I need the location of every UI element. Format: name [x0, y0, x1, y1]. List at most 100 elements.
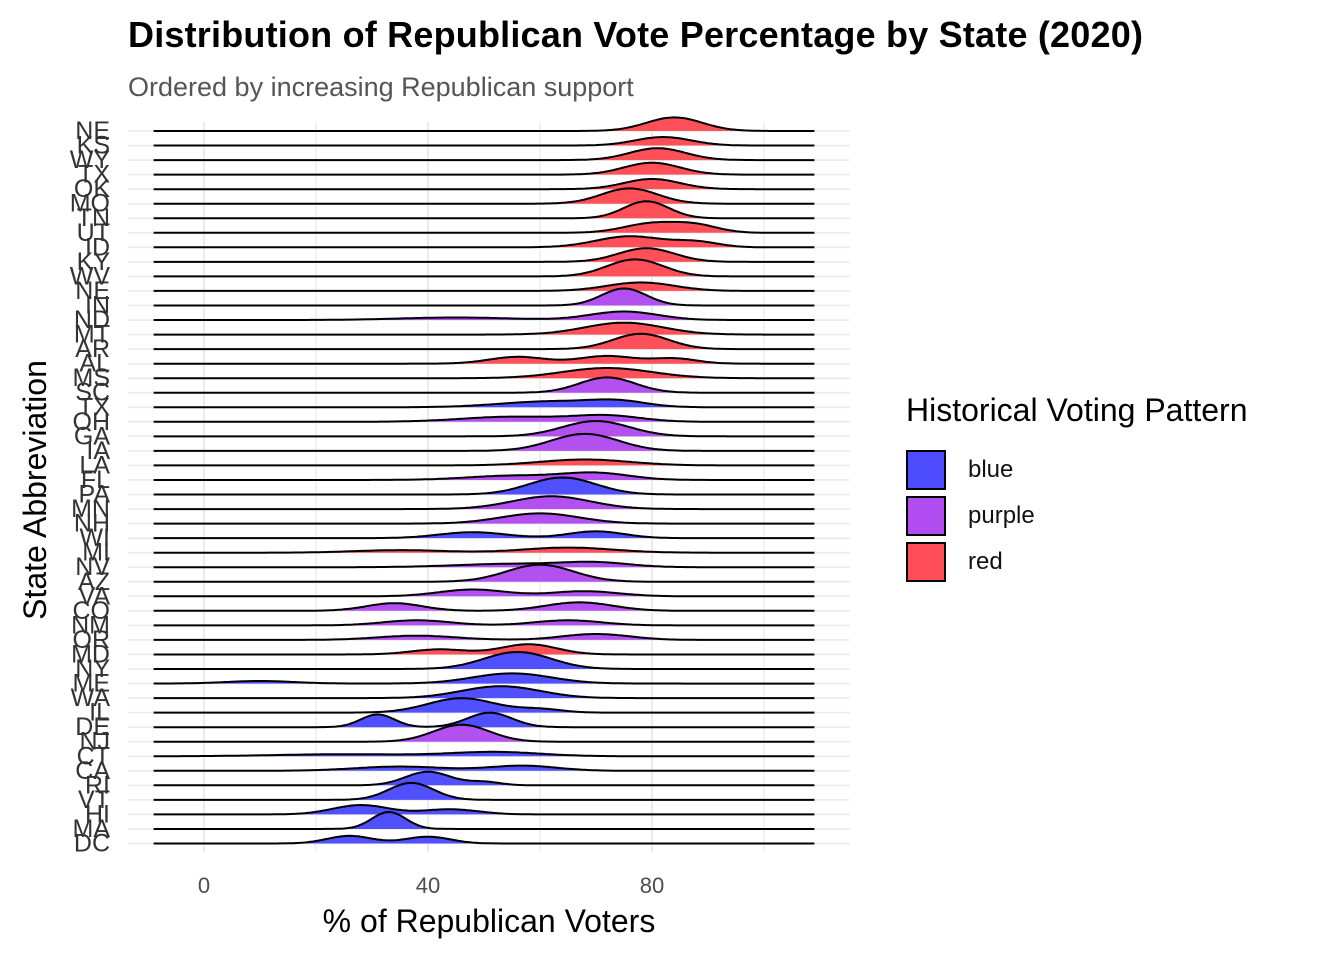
- ridge-line-mn: [153, 495, 815, 511]
- ridge-fill-wv: [153, 259, 815, 277]
- y-tick-label: AZ: [78, 568, 110, 596]
- x-axis-ticks: 0 40 80: [198, 873, 664, 898]
- y-tick-label: CO: [73, 597, 111, 625]
- ridge-line-ok: [153, 178, 815, 191]
- ridge-fill-me: [153, 673, 815, 684]
- ridge-fill-ut: [153, 221, 815, 233]
- legend-key-red: [906, 542, 946, 582]
- y-tick-label: WI: [79, 524, 110, 552]
- ridge-line-ar: [153, 332, 815, 351]
- ridge-fill-ne: [153, 282, 815, 291]
- y-tick-label: KS: [77, 132, 110, 160]
- ridge-line-oh: [153, 413, 815, 423]
- ridge-line-ne: [153, 116, 815, 132]
- y-tick-label: ME: [73, 670, 111, 698]
- y-tick-label: CA: [75, 757, 110, 785]
- ridge-line-mi: [153, 546, 815, 554]
- ridges: [153, 116, 815, 845]
- y-tick-label: IL: [89, 699, 110, 727]
- ridge-line-ut: [153, 220, 815, 234]
- ridge-line-la: [153, 458, 815, 467]
- ridge-line-il: [153, 697, 815, 714]
- y-tick-label: ID: [85, 233, 110, 261]
- y-tick-label: VA: [79, 582, 111, 610]
- ridge-fill-mo: [153, 188, 815, 204]
- ridge-line-nm: [153, 619, 815, 627]
- ridge-line-ks: [153, 135, 815, 147]
- ridge-line-mo: [153, 187, 815, 205]
- ridge-line-ny: [153, 650, 815, 670]
- ridge-line-fl: [153, 471, 815, 481]
- legend-items: blue purple red: [906, 447, 1248, 585]
- ridge-line-or: [153, 633, 815, 641]
- ridge-line-nd: [153, 310, 815, 321]
- ridge-fill-il: [153, 698, 815, 713]
- ridge-line-al: [153, 354, 815, 365]
- ridge-line-ne: [153, 281, 815, 292]
- ridge-line-ca: [153, 764, 815, 772]
- ridge-line-id: [153, 235, 815, 249]
- y-tick-label: VT: [78, 786, 110, 814]
- ridge-line-wi: [153, 530, 815, 540]
- y-tick-label: SC: [75, 379, 110, 407]
- legend: Historical Voting Pattern blue purple red: [906, 392, 1248, 585]
- chart-title: Distribution of Republican Vote Percenta…: [128, 14, 1144, 55]
- ridge-line-mt: [153, 321, 815, 336]
- ridge-line-tx: [153, 161, 815, 176]
- y-tick-label: UT: [77, 219, 110, 247]
- ridge-line-vt: [153, 781, 815, 801]
- y-tick-label: NE: [75, 117, 110, 145]
- y-tick-label: FL: [81, 466, 110, 494]
- x-tick-label: 0: [198, 873, 210, 898]
- legend-title: Historical Voting Pattern: [906, 392, 1248, 428]
- y-tick-label: DC: [74, 830, 110, 858]
- y-tick-label: GA: [74, 422, 110, 450]
- ridge-fill-ok: [153, 179, 815, 190]
- legend-label: red: [968, 548, 1003, 575]
- ridge-line-wv: [153, 258, 815, 278]
- legend-label: purple: [968, 502, 1035, 529]
- ridge-line-tx: [153, 398, 815, 409]
- ridge-fill-in: [153, 288, 815, 306]
- ridge-line-az: [153, 563, 815, 583]
- ridge-fill-tn: [153, 201, 815, 219]
- ridge-line-wa: [153, 685, 815, 700]
- ridge-fill-ny: [153, 652, 815, 669]
- ridge-fill-ne: [153, 117, 815, 131]
- y-tick-label: WY: [70, 146, 111, 174]
- y-tick-label: IA: [86, 437, 110, 465]
- y-tick-label: OK: [74, 175, 110, 203]
- ridge-fill-va: [153, 589, 815, 597]
- y-tick-label: WV: [70, 262, 111, 290]
- ridge-fill-dc: [153, 835, 815, 844]
- y-tick-label: AR: [75, 335, 110, 363]
- ridge-line-ct: [153, 750, 815, 758]
- chart-subtitle: Ordered by increasing Republican support: [128, 72, 634, 102]
- y-tick-label: MS: [73, 364, 111, 392]
- ridge-fill-co: [153, 602, 815, 611]
- y-tick-label: NE: [75, 277, 110, 305]
- y-tick-label: AL: [79, 350, 110, 378]
- y-tick-label: NY: [75, 655, 110, 683]
- ridge-fill-md: [153, 644, 815, 655]
- y-tick-label: WA: [71, 684, 111, 712]
- y-tick-label: NV: [75, 553, 110, 581]
- y-tick-label: MT: [74, 321, 110, 349]
- ridge-line-ma: [153, 810, 815, 830]
- ridge-line-va: [153, 588, 815, 598]
- y-axis-title: State Abbreviation: [17, 360, 53, 620]
- legend-key-purple: [906, 496, 946, 536]
- ridge-line-in: [153, 287, 815, 307]
- ridge-line-ri: [153, 770, 815, 787]
- y-tick-label: MD: [71, 640, 110, 668]
- ridge-fill-ms: [153, 368, 815, 379]
- y-tick-label: OR: [73, 626, 111, 654]
- y-tick-label: MO: [70, 190, 110, 218]
- y-tick-label: TN: [77, 204, 110, 232]
- ridge-fill-mn: [153, 496, 815, 510]
- y-tick-label: ND: [74, 306, 110, 334]
- ridge-line-nj: [153, 723, 815, 743]
- ridge-line-ms: [153, 367, 815, 380]
- ridge-line-co: [153, 601, 815, 612]
- legend-item-red: red: [906, 539, 1248, 585]
